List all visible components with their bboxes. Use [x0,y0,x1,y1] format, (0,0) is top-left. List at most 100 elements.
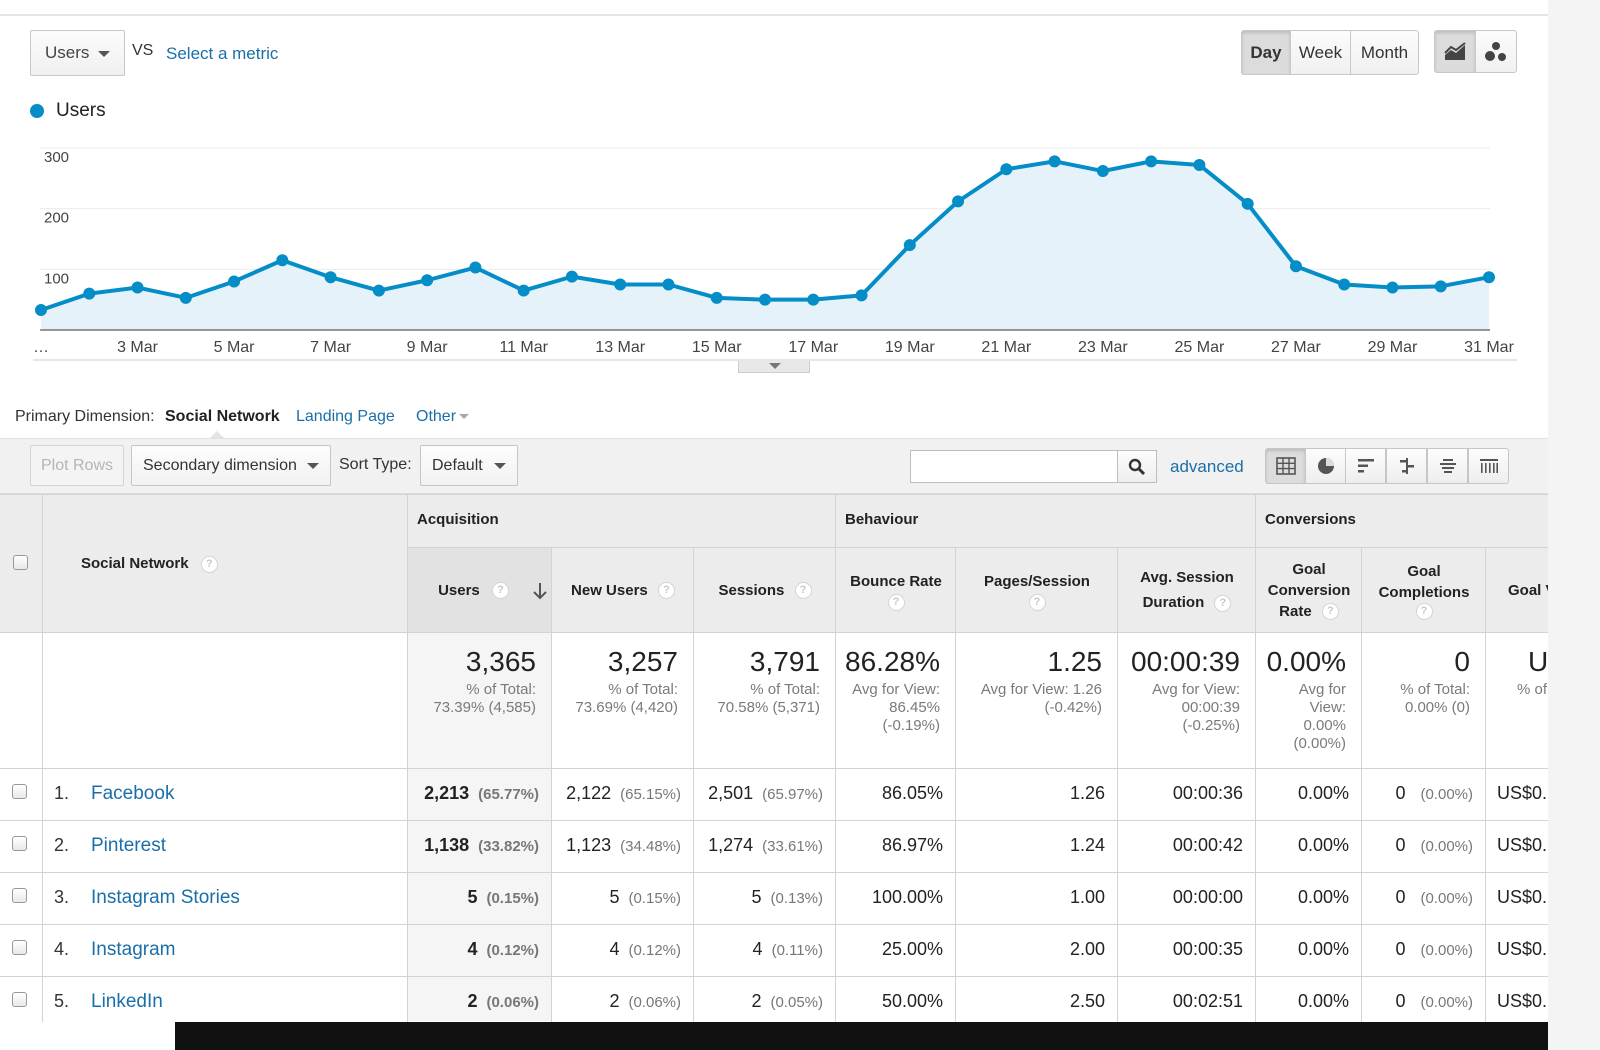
chevron-down-icon [459,414,469,419]
pages-session-column-header[interactable]: Pages/Session ? [956,548,1118,632]
help-icon[interactable]: ? [657,582,675,600]
social-network-link[interactable]: LinkedIn [91,991,163,1012]
x-tick-label: 5 Mar [214,339,256,356]
x-tick-label: 19 Mar [885,339,935,356]
x-tick-label: 23 Mar [1078,339,1128,356]
pages-session-cell: 1.26 [1069,783,1105,803]
social-network-column-header[interactable]: Social Network ? [81,555,218,573]
col-divider [551,547,552,1022]
primary-dimension-label: Primary Dimension: [15,408,155,425]
search-button[interactable] [1117,450,1157,483]
help-icon[interactable]: ? [794,582,812,600]
advanced-filter-link[interactable]: advanced [1170,457,1244,476]
new-users-column-header[interactable]: New Users ? [552,548,694,632]
new-users-cell: 2,122 (65.15%) [552,783,681,804]
primary-dimension-other[interactable]: Other [416,408,457,425]
sort-type-dropdown[interactable]: Default [420,445,518,486]
pages-session-cell: 1.24 [1069,835,1105,855]
social-network-link[interactable]: Instagram [91,939,176,960]
avg-session-duration-column-header[interactable]: Avg. Session Duration ? [1118,548,1256,632]
x-tick-label: 7 Mar [310,339,352,356]
help-icon[interactable]: ? [887,594,905,611]
goal-completions-cell: 0 (0.00%) [1362,991,1473,1012]
help-icon[interactable]: ? [200,555,218,573]
row-checkbox[interactable] [12,888,27,903]
select-metric-link[interactable]: Select a metric [166,44,279,63]
term-cloud-view-button[interactable] [1427,448,1468,484]
granularity-day-button[interactable]: Day [1241,30,1291,75]
granularity-month-button[interactable]: Month [1350,30,1419,75]
total-gcr-sub4: (0.00%) [1293,735,1346,752]
users-data-point [469,261,482,274]
total-new-users-sub1: % of Total: [608,681,678,698]
new-users-pct: (0.12%) [628,942,681,959]
chart-collapse-handle[interactable] [738,361,810,373]
row-checkbox[interactable] [12,836,27,851]
performance-view-button[interactable] [1345,448,1386,484]
new-users-pct: (0.15%) [628,890,681,907]
users-data-point [1386,281,1399,294]
plot-rows-button[interactable]: Plot Rows [30,445,124,486]
gc-pct: (0.00%) [1420,838,1473,855]
granularity-week-button[interactable]: Week [1290,30,1351,75]
sessions-column-header[interactable]: Sessions ? [694,548,836,632]
table-view-button[interactable] [1265,448,1306,484]
row-checkbox[interactable] [12,784,27,799]
line-chart-view-button[interactable] [1434,30,1476,73]
percentage-view-button[interactable] [1305,448,1346,484]
users-data-point [1241,197,1254,210]
users-pct: (0.15%) [486,890,539,907]
gc-pct: (0.00%) [1420,942,1473,959]
help-icon[interactable]: ? [1321,603,1339,621]
primary-dimension-landing-page[interactable]: Landing Page [296,408,395,425]
help-icon[interactable]: ? [1415,602,1433,620]
metric-dropdown[interactable]: Users [30,30,125,76]
bounce-rate-column-header[interactable]: Bounce Rate ? [836,548,956,632]
social-network-link[interactable]: Instagram Stories [91,887,240,908]
select-all-checkbox[interactable] [13,555,28,570]
bounce-rate-cell: 86.97% [881,835,943,855]
users-column-header[interactable]: Users ? [408,548,551,632]
users-data-point [662,278,675,291]
motion-chart-view-button[interactable] [1475,30,1517,73]
social-network-link[interactable]: Facebook [91,783,175,804]
sessions-cell: 2 (0.05%) [694,991,823,1012]
pages-session-cell: 2.50 [1069,991,1105,1011]
row-divider [0,872,1548,873]
row-checkbox[interactable] [12,940,27,955]
conversions-group-header: Conversions [1265,511,1356,528]
gc-pct: (0.00%) [1420,994,1473,1011]
goal-completions-column-header[interactable]: Goal Completions ? [1362,548,1486,632]
acquisition-group-header: Acquisition [417,511,499,528]
total-avg-session-value: 00:00:39 [1131,646,1240,677]
col-divider [1485,547,1486,1022]
total-gc-value: 0 [1454,646,1470,677]
secondary-dimension-dropdown[interactable]: Secondary dimension [131,445,331,486]
users-data-point [228,275,241,288]
comparison-view-button[interactable] [1386,448,1427,484]
total-gv-sub1: % of [1517,681,1548,698]
users-data-point [517,284,530,297]
goal-value-cell: US$0. [1497,887,1548,907]
help-icon[interactable]: ? [491,582,509,600]
table-search-input[interactable] [910,450,1118,483]
help-icon[interactable]: ? [1214,594,1232,612]
active-dimension-pointer [209,431,225,439]
users-data-point [1434,280,1447,293]
help-icon[interactable]: ? [1028,594,1046,611]
social-network-link[interactable]: Pinterest [91,835,166,856]
users-data-point [1000,163,1013,176]
row-number: 2. [54,835,70,855]
x-tick-label: 29 Mar [1368,339,1418,356]
goal-value-column-header[interactable]: Goal V [1486,548,1548,632]
primary-dimension-social-network[interactable]: Social Network [165,408,280,425]
row-checkbox[interactable] [12,992,27,1007]
x-tick-label: 9 Mar [407,339,449,356]
pivot-view-button[interactable] [1468,448,1509,484]
goal-conversion-rate-column-header[interactable]: Goal Conversion Rate ? [1256,548,1362,632]
legend-users-swatch [30,104,44,118]
users-pct: (0.06%) [486,994,539,1011]
users-data-point [131,281,144,294]
goal-conversion-rate-cell: 0.00% [1297,835,1349,855]
avg-session-duration-cell: 00:00:42 [1172,835,1243,855]
